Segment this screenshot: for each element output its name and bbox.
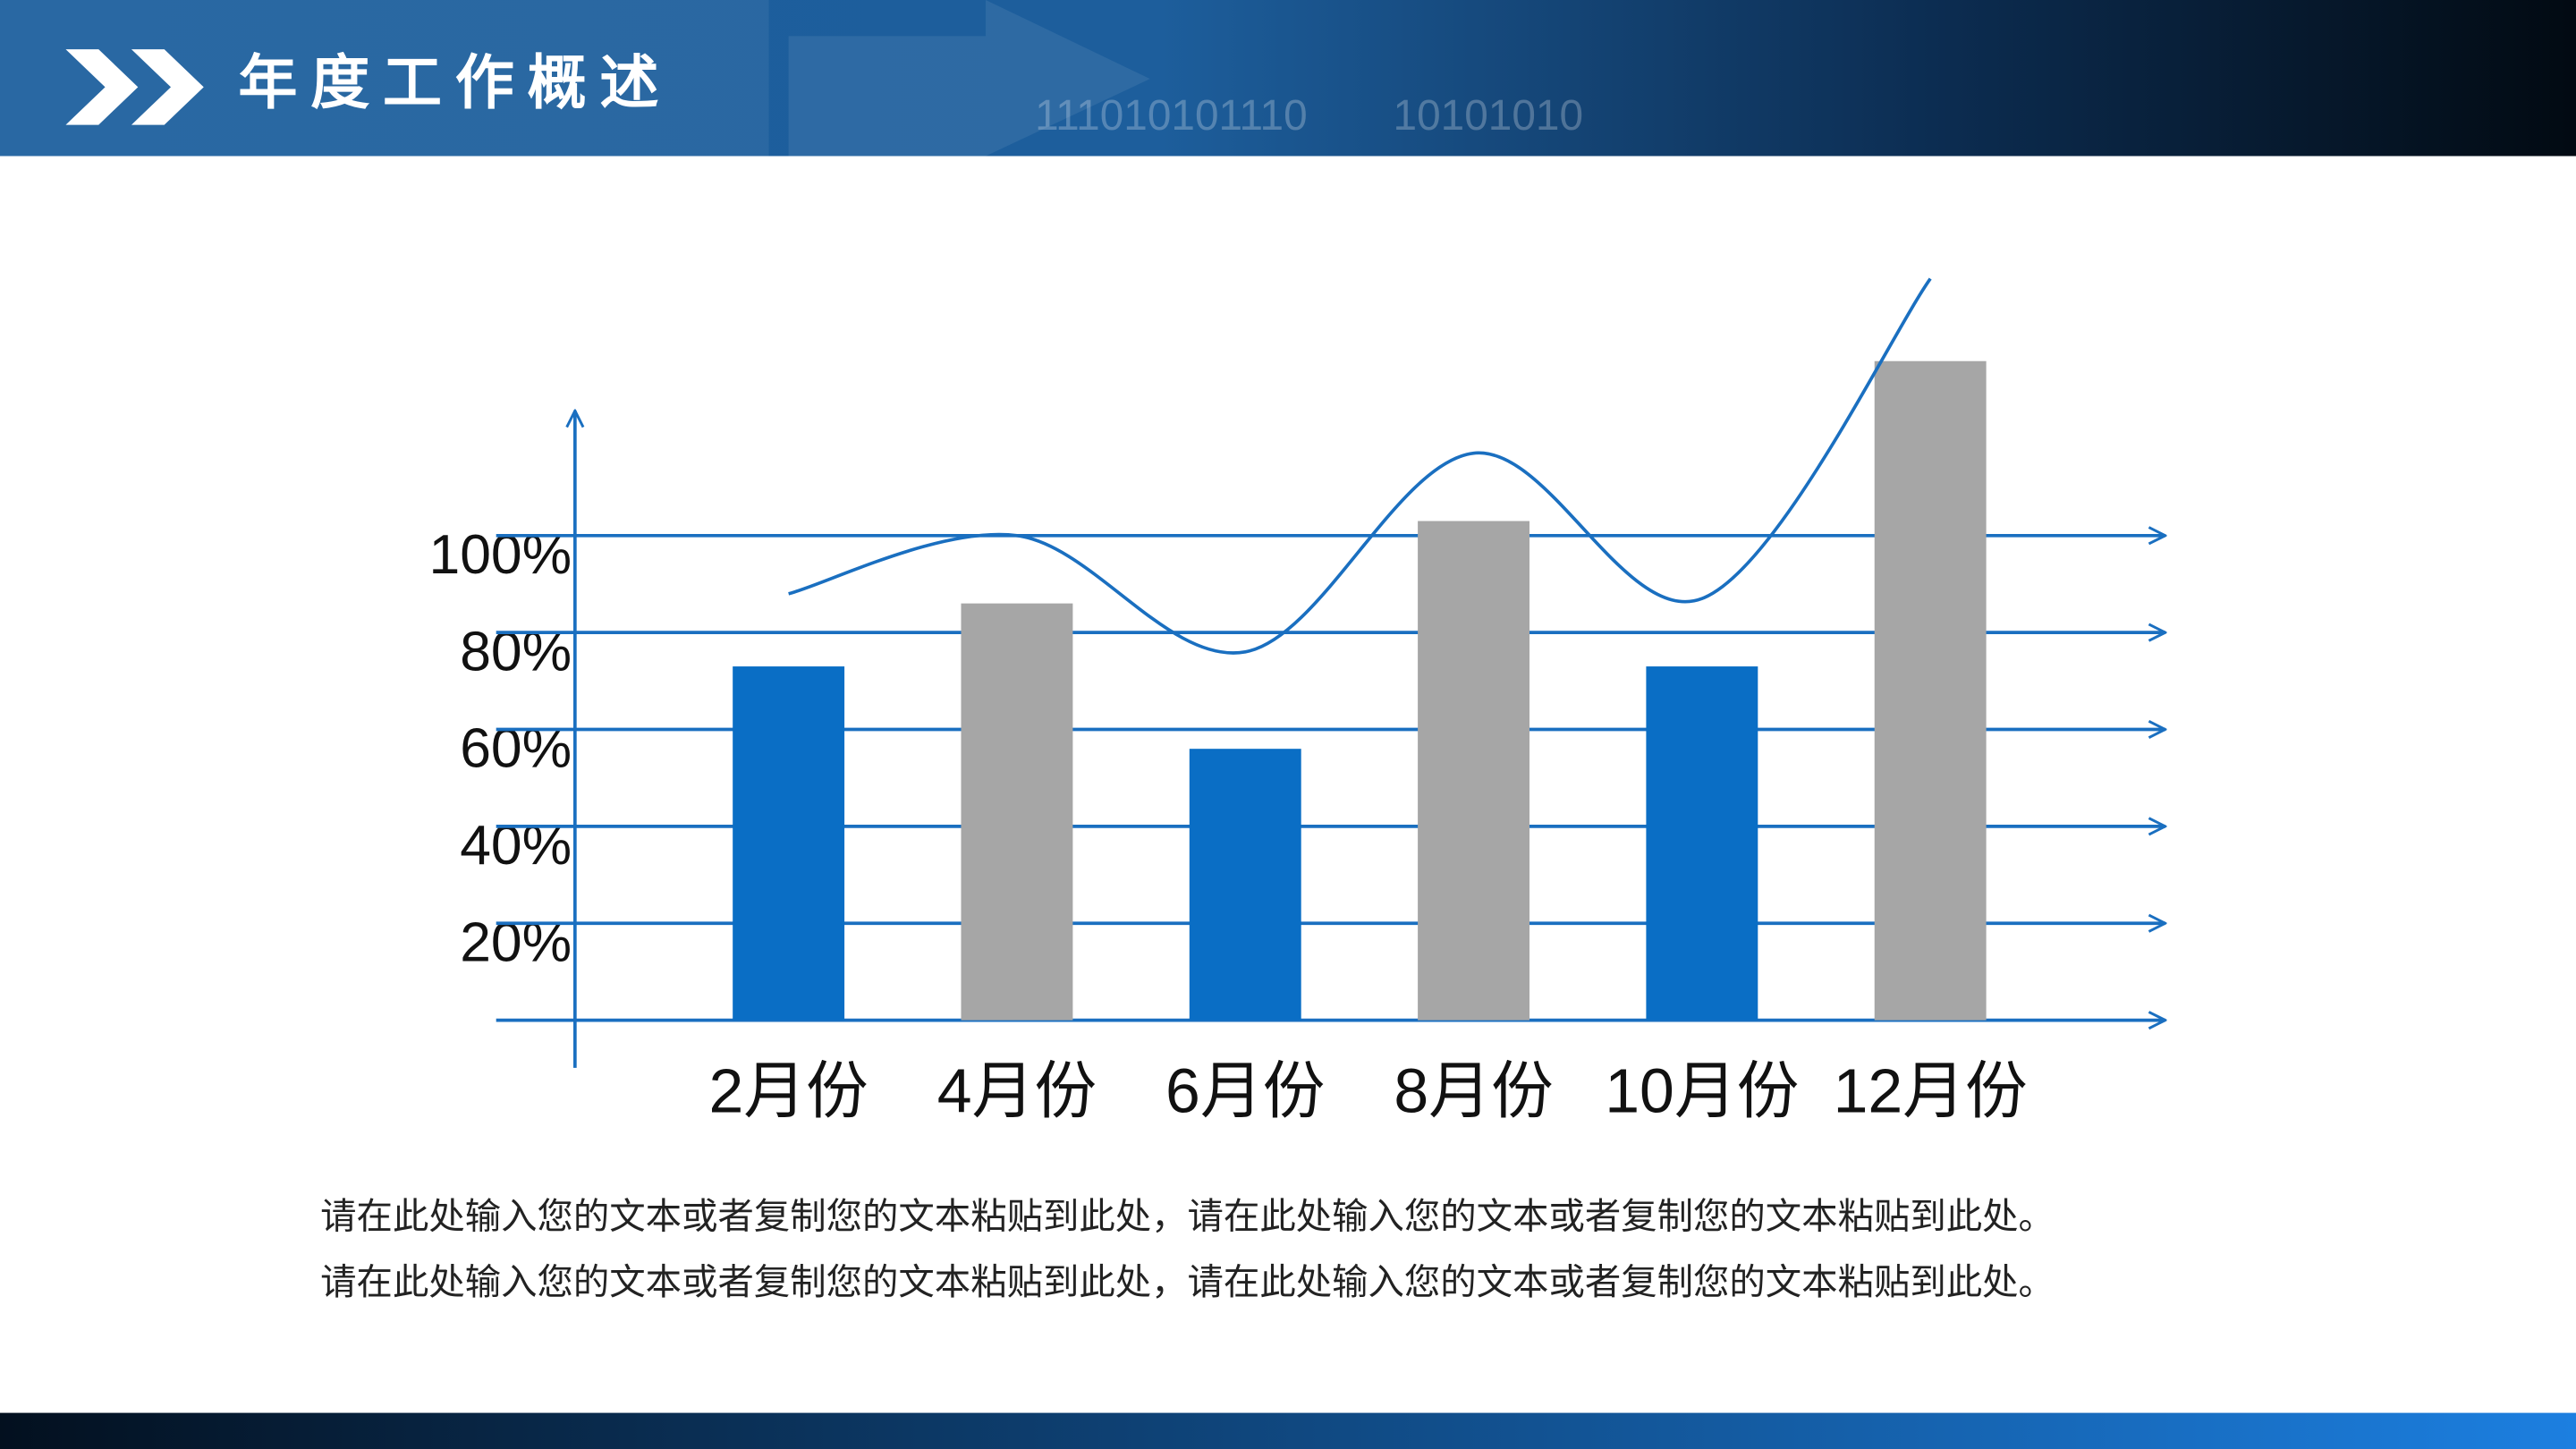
bar <box>961 603 1073 1021</box>
body-text: 请在此处输入您的文本或者复制您的文本粘贴到此处，请在此处输入您的文本或者复制您的… <box>320 1196 2055 1237</box>
header-title: 年度工作概述 <box>238 50 672 116</box>
header-bg-text: 10101010 <box>1394 92 1583 140</box>
header-bg-text: 111010101110 <box>1035 92 1308 140</box>
header-bar <box>0 0 2576 157</box>
y-tick-label: 40% <box>460 814 572 877</box>
footer-bar <box>0 1412 2576 1449</box>
x-tick-label: 8月份 <box>1394 1056 1553 1126</box>
y-tick-label: 80% <box>460 620 572 682</box>
bar <box>1418 521 1530 1021</box>
header-chevrons <box>65 49 204 125</box>
trend-line <box>788 277 1932 655</box>
y-tick-label: 60% <box>460 717 572 780</box>
y-tick-label: 20% <box>460 911 572 973</box>
bar <box>1189 749 1301 1021</box>
x-tick-label: 12月份 <box>1834 1056 2028 1126</box>
x-tick-label: 6月份 <box>1165 1056 1325 1126</box>
chart: 20% 40% 60% 80% 100% 2月份 4月份 6月份 8月份 10月份 12月份 <box>428 277 2165 1126</box>
y-tick-label: 100% <box>428 523 572 586</box>
x-tick-label: 4月份 <box>937 1056 1097 1126</box>
bar <box>1874 360 1987 1021</box>
x-tick-label: 10月份 <box>1605 1056 1799 1126</box>
x-tick-label: 2月份 <box>708 1056 868 1126</box>
header-deco <box>788 0 1150 157</box>
bar <box>1646 666 1758 1021</box>
body-text: 请在此处输入您的文本或者复制您的文本粘贴到此处，请在此处输入您的文本或者复制您的… <box>320 1261 2055 1302</box>
bar <box>733 666 845 1021</box>
